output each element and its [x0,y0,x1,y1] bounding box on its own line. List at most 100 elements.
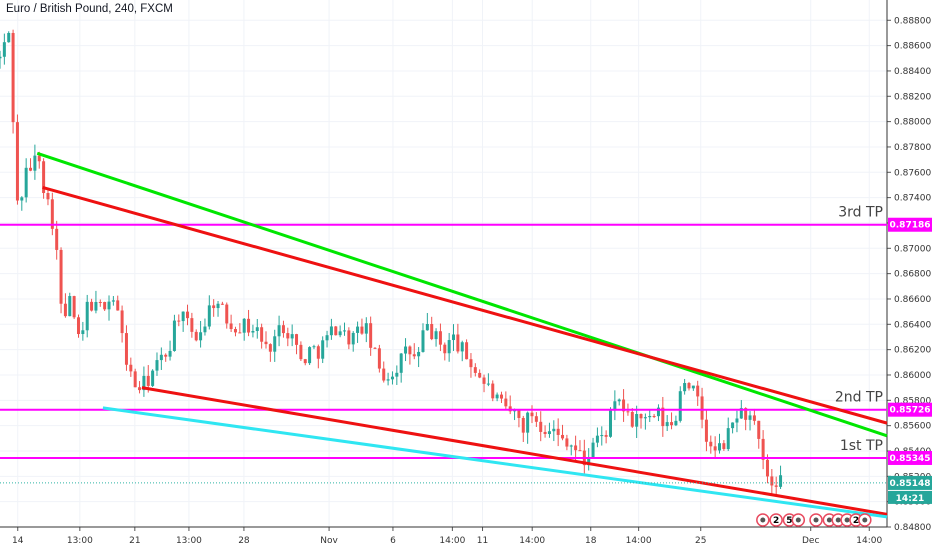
candle-body [251,330,255,333]
trendline-red [141,386,888,516]
candle [678,386,682,423]
candle [709,435,713,454]
candle-body [482,377,486,384]
candle-body [399,353,403,373]
candle-body [569,445,573,447]
candle-body [578,450,582,452]
candle [622,389,626,422]
y-tick-label: 0.88200 [894,92,931,102]
candle-body [177,320,181,322]
candle [613,390,617,421]
candle-body [417,351,421,357]
candle-body [543,431,547,435]
candle-body [186,311,190,319]
current-price-label: 0.85148 [890,479,931,489]
event-badge [809,513,823,527]
candle-body [172,320,176,351]
candle-body [630,411,634,427]
candle [748,411,752,431]
candle [251,324,255,338]
candle [452,324,456,351]
candle [591,437,595,459]
candle [395,365,399,385]
candle-body [386,379,390,381]
candle [635,405,639,439]
candle-body [565,438,569,447]
candle-body [133,371,137,388]
candle-body [24,167,28,198]
x-tick-label: 14:00 [856,536,882,546]
candle-body [547,431,551,435]
x-tick-label: 14:00 [626,536,652,546]
candle-body [33,155,37,171]
tp-price-label: 0.85726 [890,406,931,416]
candle [29,158,33,172]
candle-body [447,340,451,354]
candle-body [37,155,41,162]
candle [107,295,111,321]
candle-body [290,334,294,339]
candle-body [238,332,242,334]
y-tick-label: 0.86200 [894,346,931,356]
candle-body [321,340,325,359]
candle [203,318,207,336]
candle-body [735,418,739,423]
candle [412,343,416,360]
candle-body [216,303,220,309]
candle [295,333,299,355]
candle [369,316,373,356]
candle [55,220,59,260]
candle [521,415,525,442]
candle [338,325,342,338]
dividend-icon [844,517,850,523]
candle-body [521,417,525,433]
candle-body [643,417,647,419]
candle-body [138,387,142,391]
event-badge [858,513,872,527]
candle [774,476,778,496]
candle-body [687,383,691,389]
trendline-cyan [102,406,888,519]
candle-body [94,302,98,311]
candle [408,345,412,365]
candle-body [286,333,290,339]
candle-body [390,376,394,380]
x-tick-label: Nov [320,536,338,546]
candle [2,33,6,65]
candle-body [107,301,111,310]
candle-body [29,167,33,171]
candle [7,31,11,43]
candle [604,430,608,444]
candle-body [111,300,115,302]
candle [0,50,2,69]
candle-body [591,442,595,459]
current-price-tag [888,475,932,490]
candle [779,465,783,490]
candle [264,331,268,349]
x-tick-label: 13:00 [176,536,202,546]
candle-body [338,331,342,336]
candle-body [364,323,368,334]
candle-body [0,56,2,59]
event-badge: 2 [769,513,783,527]
candle [539,411,543,442]
candle [696,380,700,406]
candle-body [622,399,626,412]
candle [247,309,251,337]
candle-body [600,435,604,437]
candle-body [404,346,408,354]
candle [447,332,451,362]
candle [220,301,224,305]
candle [159,347,163,370]
candle [364,317,368,343]
candle-body [718,443,722,451]
candle-body [726,428,730,450]
candle [373,347,377,350]
candle-body [233,329,237,333]
tp-level-label: 1st TP [840,438,883,454]
candle [42,158,46,199]
candle-body [770,476,774,486]
candle-body [652,415,656,417]
y-tick-label: 0.88400 [894,67,931,77]
